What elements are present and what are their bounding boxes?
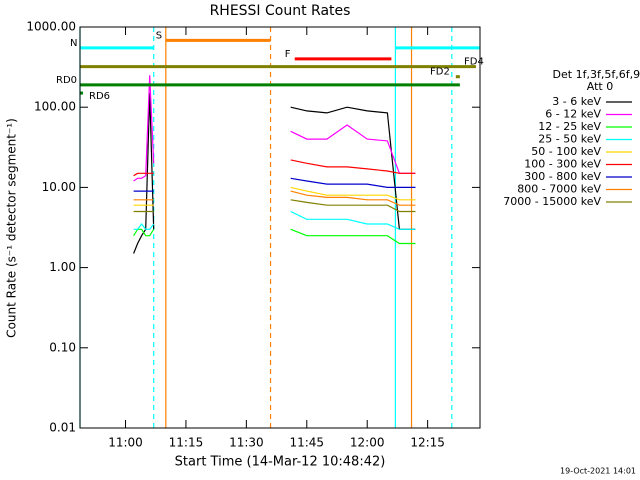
y-tick-label: 10.00: [42, 180, 76, 194]
series-line: [133, 159, 416, 177]
x-tick-label: 11:15: [169, 436, 204, 450]
interval-label: N: [70, 38, 77, 49]
legend-title: Att 0: [587, 80, 613, 93]
x-tick-label: 11:45: [289, 436, 324, 450]
series-line: [133, 228, 416, 245]
interval-label: S: [156, 30, 162, 41]
series-line: [133, 190, 416, 206]
x-tick-label: 11:30: [229, 436, 264, 450]
x-tick-label: 12:00: [350, 436, 385, 450]
series-line: [133, 177, 416, 192]
interval-label: RD0: [56, 75, 77, 86]
interval-label: F: [285, 49, 291, 60]
legend-title: Det 1f,3f,5f,6f,9f,: [553, 68, 640, 81]
series-line: [133, 186, 416, 206]
interval-label: FD2: [430, 67, 450, 78]
series-line: [133, 93, 416, 254]
series-line: [133, 210, 416, 230]
x-tick-label: 11:00: [108, 436, 143, 450]
y-tick-label: 1.00: [49, 260, 76, 274]
legend-label: 300 - 800 keV: [524, 170, 601, 183]
legend-label: 7000 - 15000 keV: [503, 195, 601, 208]
y-tick-label: 0.10: [49, 340, 76, 354]
legend-label: 12 - 25 keV: [538, 120, 601, 133]
plot-frame: [79, 26, 481, 429]
chart-title: RHESSI Count Rates: [210, 3, 351, 19]
interval-label: RD6: [89, 91, 110, 102]
x-tick-label: 12:15: [410, 436, 445, 450]
legend-label: 3 - 6 keV: [552, 95, 601, 108]
legend-label: 6 - 12 keV: [545, 108, 601, 121]
y-tick-label: 1000.00: [26, 20, 76, 34]
y-axis-label: Count Rate (s⁻¹ detector segment⁻¹): [5, 118, 19, 338]
legend-label: 25 - 50 keV: [538, 133, 601, 146]
footer: 19-Oct-2021 14:01: [560, 467, 636, 476]
y-tick-label: 100.00: [34, 100, 76, 114]
legend-label: 100 - 300 keV: [524, 158, 601, 171]
series-line: [133, 199, 416, 213]
y-tick-label: 0.01: [49, 421, 76, 435]
x-axis-label: Start Time (14-Mar-12 10:48:42): [175, 455, 386, 470]
legend-label: 50 - 100 keV: [531, 145, 601, 158]
legend-label: 800 - 7000 keV: [517, 183, 601, 196]
series-line: [133, 75, 416, 182]
interval-label: FD4: [464, 57, 484, 68]
